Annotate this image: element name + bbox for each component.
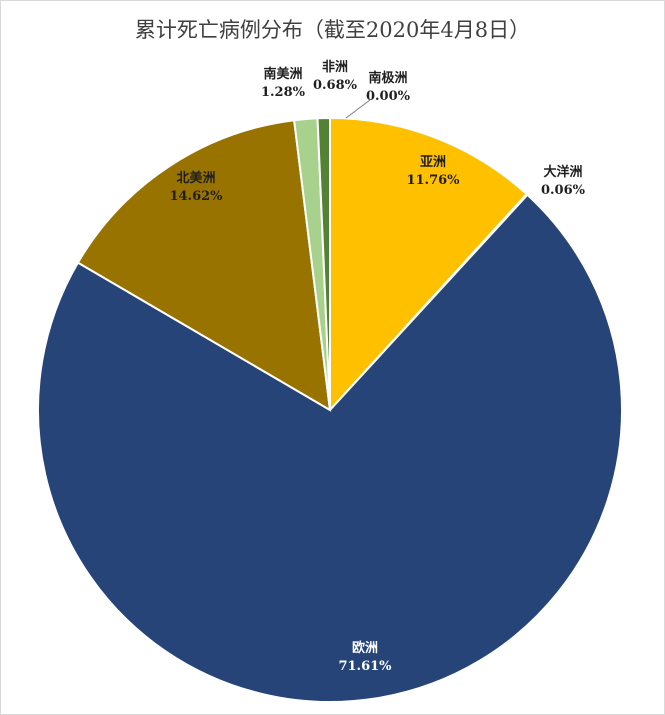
slice-name-label: 南极洲 [368, 70, 407, 86]
slice-name-label: 大洋洲 [543, 164, 582, 180]
leader-line [345, 99, 371, 119]
pie-slice-5 [316, 116, 331, 411]
slice-name-label: 南美洲 [263, 66, 302, 82]
slice-name-label: 亚洲 [420, 155, 446, 170]
chart-title: 累计死亡病例分布（截至2020年4月8日） [134, 18, 531, 42]
slice-value-label: 1.28% [261, 85, 306, 100]
slice-value-label: 0.00% [366, 89, 411, 104]
slice-name-label: 非洲 [322, 59, 348, 75]
pie-slice-2 [37, 193, 623, 703]
slice-value-label: 14.62% [169, 189, 223, 204]
slice-name-label: 欧洲 [352, 640, 378, 656]
slice-value-label: 0.06% [541, 183, 586, 198]
slice-name-label: 北美洲 [176, 170, 215, 186]
slice-value-label: 71.61% [338, 659, 392, 674]
slice-value-label: 11.76% [406, 173, 460, 188]
pie-slice-0 [329, 116, 529, 413]
slice-value-label: 0.68% [313, 78, 358, 93]
pie-slice-3 [76, 119, 332, 412]
